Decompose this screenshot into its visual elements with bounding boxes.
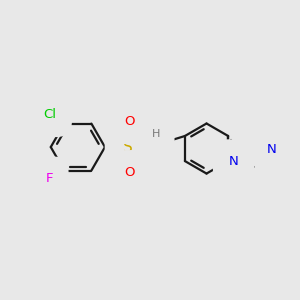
Text: N: N [267, 142, 277, 156]
Text: O: O [125, 166, 135, 179]
Text: N: N [229, 155, 238, 168]
Text: S: S [123, 140, 133, 154]
Text: F: F [45, 172, 53, 185]
Text: N: N [149, 139, 159, 152]
Text: H: H [152, 129, 160, 140]
Text: O: O [125, 115, 135, 128]
Text: Cl: Cl [43, 108, 56, 121]
